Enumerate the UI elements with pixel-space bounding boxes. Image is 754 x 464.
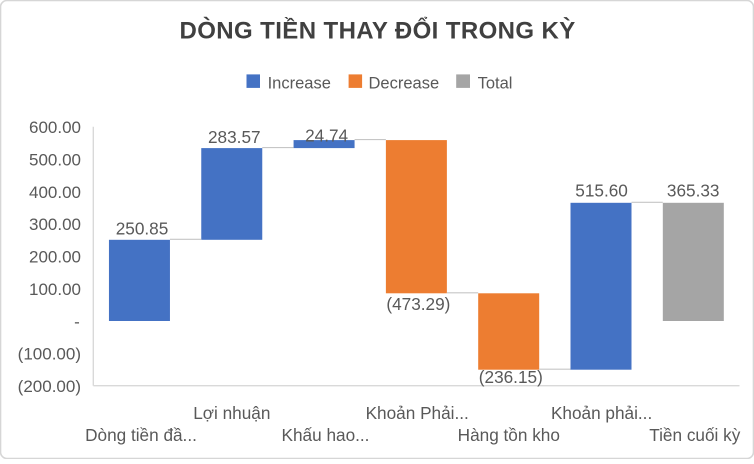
svg-text:300.00: 300.00 <box>29 215 81 234</box>
svg-text:(200.00): (200.00) <box>18 377 81 396</box>
svg-text:365.33: 365.33 <box>667 181 720 201</box>
svg-text:250.85: 250.85 <box>116 219 169 239</box>
svg-text:400.00: 400.00 <box>29 183 81 202</box>
svg-text:Decrease: Decrease <box>369 74 440 92</box>
svg-text:24.74: 24.74 <box>305 126 348 146</box>
svg-text:Total: Total <box>478 74 513 92</box>
svg-text:DÒNG TIỀN THAY ĐỔI TRONG KỲ: DÒNG TIỀN THAY ĐỔI TRONG KỲ <box>180 17 576 45</box>
svg-text:(473.29): (473.29) <box>386 294 450 314</box>
svg-text:600.00: 600.00 <box>29 118 81 137</box>
svg-text:200.00: 200.00 <box>29 248 81 267</box>
svg-text:Increase: Increase <box>268 74 331 92</box>
svg-text:Khoản Phải...: Khoản Phải... <box>366 403 469 423</box>
svg-text:Khấu hao...: Khấu hao... <box>282 425 370 445</box>
svg-text:100.00: 100.00 <box>29 280 81 299</box>
svg-text:Hàng tồn kho: Hàng tồn kho <box>458 425 560 445</box>
svg-text:515.60: 515.60 <box>575 181 628 201</box>
svg-text:Dòng tiền đầ...: Dòng tiền đầ... <box>85 425 197 445</box>
svg-text:-: - <box>74 312 80 331</box>
svg-text:(100.00): (100.00) <box>18 345 81 364</box>
svg-text:(236.15): (236.15) <box>479 367 543 387</box>
svg-text:Khoản phải...: Khoản phải... <box>551 403 652 423</box>
svg-text:Lợi nhuận: Lợi nhuận <box>193 403 270 423</box>
svg-text:283.57: 283.57 <box>208 127 261 147</box>
svg-text:Tiền cuối kỳ: Tiền cuối kỳ <box>649 425 740 445</box>
svg-text:500.00: 500.00 <box>29 151 81 170</box>
